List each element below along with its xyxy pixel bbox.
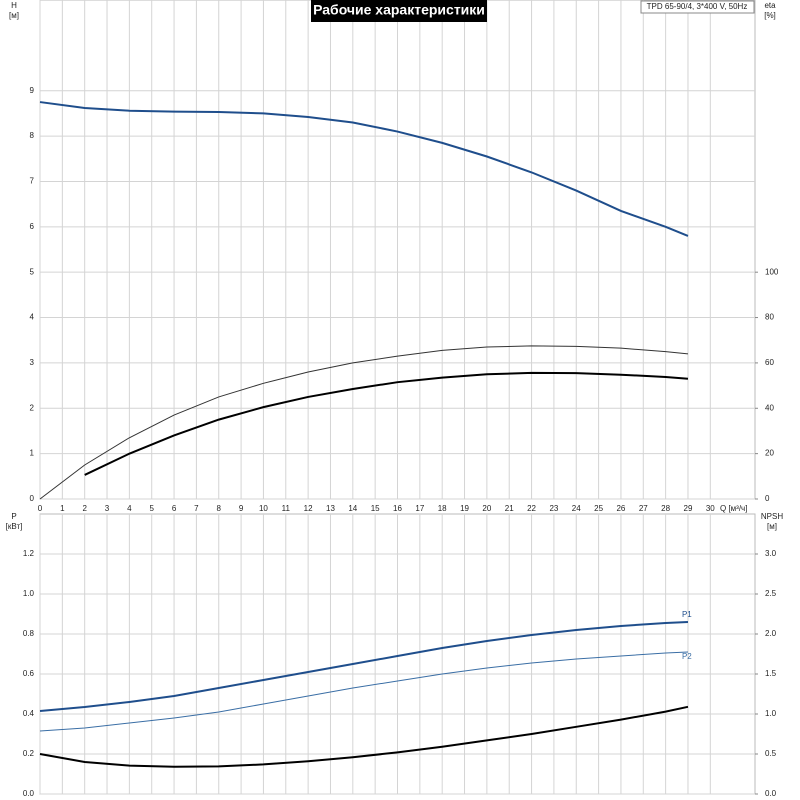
y2-tick-label: 60: [765, 358, 774, 367]
y2-tick-label: 80: [765, 313, 774, 322]
title-box: [311, 0, 487, 22]
y-tick-label: 1: [30, 449, 35, 458]
y-axis-unit: [м]: [9, 11, 19, 20]
x-tick-label: 2: [82, 504, 87, 513]
series-line: [39, 345, 689, 500]
x-tick-label: 5: [149, 504, 154, 513]
y-tick-label: 0: [30, 494, 35, 503]
x-tick-label: 29: [684, 504, 693, 513]
y-axis-unit: [кВт]: [6, 522, 23, 531]
x-tick-label: 24: [572, 504, 581, 513]
x-tick-label: 11: [282, 504, 291, 513]
x-tick-label: 13: [326, 504, 335, 513]
y2-tick-label: 40: [765, 403, 774, 412]
x-tick-label: 1: [60, 504, 65, 513]
x-tick-label: 4: [127, 504, 132, 513]
y2-tick-label: 0.5: [765, 749, 777, 758]
y-tick-label: 0.8: [23, 629, 35, 638]
x-tick-label: 17: [415, 504, 424, 513]
x-tick-label: 12: [304, 504, 313, 513]
y2-axis-unit: [м]: [767, 522, 777, 531]
y-tick-label: 0.4: [23, 709, 35, 718]
x-tick-label: 25: [594, 504, 603, 513]
x-tick-label: 8: [217, 504, 222, 513]
x-tick-label: 10: [259, 504, 268, 513]
subtitle-box: [640, 0, 755, 14]
y-tick-label: 1.2: [23, 549, 35, 558]
y-axis-label: H: [11, 1, 17, 10]
x-tick-label: 19: [460, 504, 469, 513]
y2-tick-label: 20: [765, 449, 774, 458]
y2-tick-label: 0: [765, 494, 770, 503]
y-tick-label: 2: [30, 403, 35, 412]
y2-tick-label: 100: [765, 267, 779, 276]
y-tick-label: 0.0: [23, 789, 35, 798]
series-line: [84, 371, 689, 476]
subtitle: TPD 65-90/4, 3*400 V, 50Hz: [647, 2, 748, 11]
y-tick-label: 5: [30, 267, 35, 276]
y2-axis-unit: [%]: [764, 11, 776, 20]
x-tick-label: 30: [706, 504, 715, 513]
y-tick-label: 4: [30, 313, 35, 322]
chart-title: Рабочие характеристики: [313, 2, 485, 18]
y2-tick-label: 3.0: [765, 549, 777, 558]
y-tick-label: 1.0: [23, 589, 35, 598]
y2-axis-label: eta: [764, 1, 776, 10]
y-tick-label: 0.2: [23, 749, 35, 758]
x-tick-label: 26: [616, 504, 625, 513]
x-tick-label: 20: [482, 504, 491, 513]
x-tick-label: 14: [348, 504, 357, 513]
x-tick-label: 7: [194, 504, 199, 513]
y-tick-label: 7: [30, 177, 35, 186]
y-tick-label: 3: [30, 358, 35, 367]
x-tick-label: 16: [393, 504, 402, 513]
y-tick-label: 8: [30, 131, 35, 140]
x-tick-label: 15: [371, 504, 380, 513]
x-tick-label: 28: [661, 504, 670, 513]
series-line: [39, 101, 689, 237]
y-tick-label: 0.6: [23, 669, 35, 678]
y2-tick-label: 1.5: [765, 669, 777, 678]
x-tick-label: 23: [549, 504, 558, 513]
grid: [39, 0, 755, 795]
x-tick-label: 22: [527, 504, 536, 513]
x-tick-label: 21: [505, 504, 514, 513]
y-axis-label: P: [11, 512, 16, 521]
series-line: [39, 651, 688, 732]
x-tick-label: 27: [639, 504, 648, 513]
x-tick-label: 18: [438, 504, 447, 513]
series-line: [39, 621, 689, 712]
y2-axis-label: NPSH: [761, 512, 783, 521]
x-tick-label: 6: [172, 504, 177, 513]
y-tick-label: 6: [30, 222, 35, 231]
x-tick-label: 9: [239, 504, 244, 513]
y2-tick-label: 2.0: [765, 629, 777, 638]
y2-tick-label: 1.0: [765, 709, 777, 718]
y2-tick-label: 0.0: [765, 789, 777, 798]
series-label: P1: [682, 610, 692, 619]
y-tick-label: 9: [30, 86, 35, 95]
series-line: [39, 705, 689, 768]
y2-tick-label: 2.5: [765, 589, 777, 598]
x-tick-label: 0: [38, 504, 43, 513]
series-label: P2: [682, 652, 692, 661]
x-tick-label: 3: [105, 504, 110, 513]
x-axis-label: Q [м³/ч]: [720, 504, 747, 513]
